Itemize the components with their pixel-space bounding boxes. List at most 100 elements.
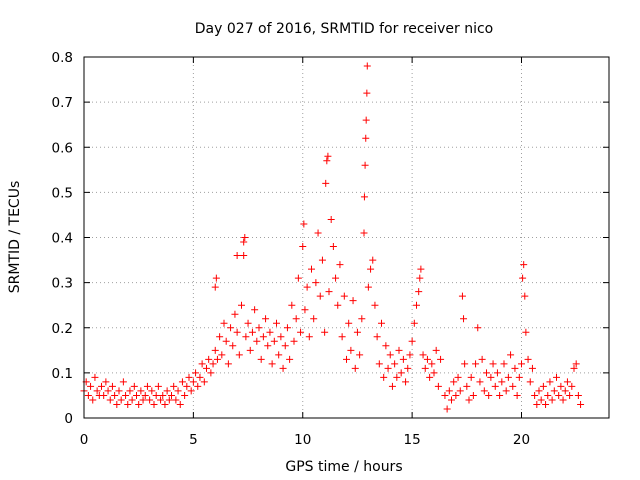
data-point [382,342,390,350]
data-point [124,400,132,408]
data-point [294,274,302,282]
data-point [364,283,372,291]
data-point [209,360,217,368]
data-point [353,328,361,336]
data-point [367,265,375,273]
data-point [561,387,569,395]
data-point [176,400,184,408]
data-point [448,396,455,404]
data-point [489,360,497,368]
data-point [559,396,567,404]
data-point [198,360,206,368]
data-point [161,400,169,408]
data-point [318,256,326,264]
data-point [406,351,414,359]
data-point [443,405,451,413]
x-tick-label: 0 [80,432,89,448]
data-point [465,396,473,404]
data-point [498,378,506,386]
data-point [553,373,560,381]
data-point [172,396,180,404]
data-point [430,369,438,377]
data-point [185,373,193,381]
y-tick-label: 0.7 [52,95,73,111]
data-point [568,382,576,390]
data-point [515,373,523,381]
data-point [360,193,368,201]
y-tick-label: 0.8 [52,50,73,66]
data-point [89,396,97,404]
y-tick-label: 0.3 [52,276,73,292]
data-point [334,301,342,309]
data-point [270,337,278,345]
data-point [102,378,110,386]
data-point [416,274,424,282]
data-point [299,243,307,251]
data-point [220,319,228,327]
data-point [386,351,394,359]
data-point [469,391,477,399]
data-point [163,387,171,395]
data-point [415,288,423,296]
data-point [452,391,460,399]
data-point [393,373,401,381]
data-point [251,306,259,314]
data-point [570,364,578,372]
data-point [218,351,226,359]
data-point [467,373,475,381]
data-point [332,274,340,282]
data-point [165,396,173,404]
data-point [428,360,436,368]
data-point [286,355,294,363]
y-tick-label: 0 [64,411,73,427]
data-point [483,369,490,377]
data-point [93,387,101,395]
data-point [152,391,160,399]
data-point [531,391,539,399]
data-point [303,283,311,291]
data-point [84,391,92,399]
data-point [542,400,550,408]
data-point [266,328,274,336]
data-point [141,391,149,399]
data-point [513,391,521,399]
data-point [146,396,154,404]
data-point [397,369,405,377]
data-point [281,342,289,350]
data-point [456,387,464,395]
data-point [363,62,371,70]
data-point [181,391,189,399]
data-point [535,387,543,395]
x-tick-label: 15 [404,432,421,448]
data-point [563,378,571,386]
data-point [518,360,525,368]
data-point [478,355,486,363]
data-point [519,274,527,282]
data-points [80,62,585,413]
y-tick-label: 0.4 [52,231,73,247]
data-point [349,297,357,305]
data-point [273,319,280,327]
data-point [283,324,291,332]
data-point [150,400,158,408]
data-point [351,364,359,372]
data-point [395,346,403,354]
data-point [115,387,123,395]
y-tick-label: 0.2 [52,321,73,337]
chart-title: Day 027 of 2016, SRMTID for receiver nic… [195,21,493,37]
y-tick-label: 0.5 [52,185,73,201]
data-point [253,337,261,345]
data-point [360,229,368,237]
data-point [262,315,270,323]
data-point [404,364,412,372]
data-point [238,301,245,309]
data-point [421,364,429,372]
data-point [460,315,468,323]
data-point [229,342,237,350]
data-point [500,360,508,368]
data-point [402,378,410,386]
data-point [139,396,147,404]
data-point [133,391,140,399]
data-point [277,333,285,341]
data-point [384,364,392,372]
